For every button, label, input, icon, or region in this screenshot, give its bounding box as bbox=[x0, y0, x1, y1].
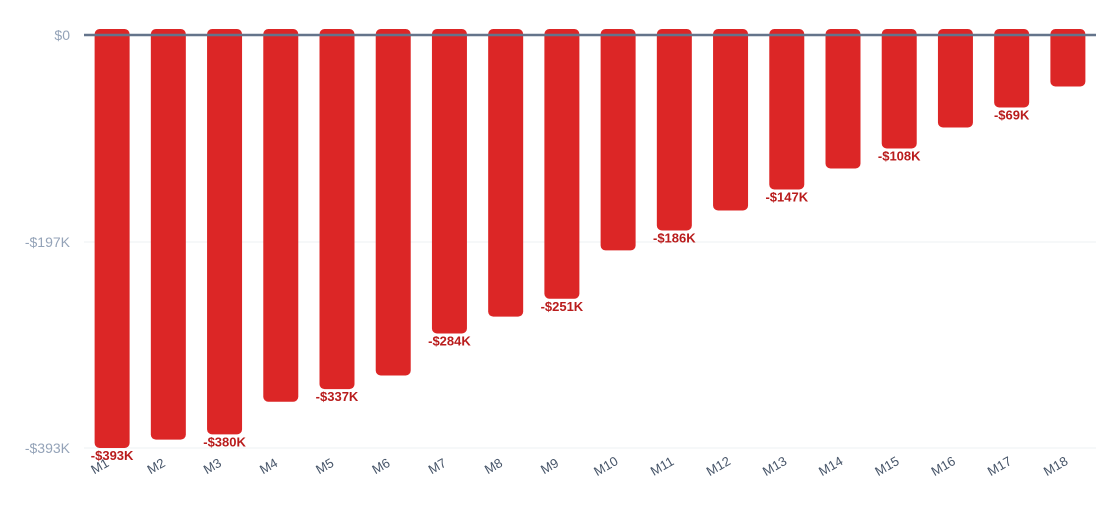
x-tick-label: M18 bbox=[1041, 453, 1070, 479]
x-axis-ticks: M1 M2 M3 M4 M5 M6 M7 M8 M9 M10 M11 M12 M13 M14 M15 M16 M… bbox=[88, 453, 1070, 479]
data-label: -$393K bbox=[91, 448, 134, 463]
x-tick-label: M6 bbox=[369, 455, 392, 477]
bar-m10 bbox=[600, 29, 636, 251]
x-tick-label: M15 bbox=[872, 453, 901, 479]
data-label: -$69K bbox=[994, 108, 1030, 123]
bar-m8 bbox=[488, 29, 524, 317]
data-label: -$251K bbox=[541, 299, 584, 314]
x-tick-label: M16 bbox=[928, 453, 957, 479]
data-label: -$147K bbox=[765, 189, 808, 204]
bar-m11 bbox=[656, 29, 692, 231]
bar-m13 bbox=[769, 29, 805, 190]
x-tick-label: M4 bbox=[257, 455, 280, 477]
bar-m9 bbox=[544, 29, 580, 299]
data-labels: -$393K -$380K -$337K -$284K -$251K -$186K -$14… bbox=[91, 108, 1030, 463]
data-label: -$186K bbox=[653, 230, 696, 245]
data-label: -$108K bbox=[878, 148, 921, 163]
bar-m14 bbox=[825, 29, 861, 169]
x-tick-label: M2 bbox=[145, 455, 168, 477]
x-tick-label: M7 bbox=[426, 455, 449, 477]
grid-lines bbox=[84, 241, 1096, 449]
bar-m16 bbox=[937, 29, 973, 128]
x-tick-label: M10 bbox=[591, 453, 620, 479]
bar-m6 bbox=[375, 29, 411, 376]
bar-m5 bbox=[319, 29, 355, 390]
bar-m4 bbox=[263, 29, 299, 402]
bar-m1 bbox=[94, 29, 130, 448]
data-label: -$284K bbox=[428, 333, 471, 348]
bar-m7 bbox=[431, 29, 467, 334]
bar-m17 bbox=[994, 29, 1030, 108]
x-tick-label: M9 bbox=[538, 455, 561, 477]
y-axis-ticks: $0 -$197K -$393K bbox=[25, 27, 71, 456]
data-label: -$337K bbox=[316, 389, 359, 404]
x-tick-label: M12 bbox=[704, 453, 733, 479]
data-label: -$380K bbox=[203, 434, 246, 449]
bar-m12 bbox=[713, 29, 749, 211]
x-tick-label: M8 bbox=[482, 455, 505, 477]
x-tick-label: M14 bbox=[816, 453, 845, 479]
y-tick-label: -$393K bbox=[25, 440, 71, 456]
bar-m18 bbox=[1050, 29, 1086, 87]
x-tick-label: M5 bbox=[313, 455, 336, 477]
x-tick-label: M17 bbox=[985, 453, 1014, 479]
x-tick-label: M3 bbox=[201, 455, 224, 477]
x-tick-label: M13 bbox=[760, 453, 789, 479]
y-tick-label: $0 bbox=[54, 27, 70, 43]
bar-m3 bbox=[207, 29, 243, 435]
bars bbox=[94, 29, 1086, 448]
y-tick-label: -$197K bbox=[25, 234, 71, 250]
bar-m2 bbox=[150, 29, 186, 440]
x-tick-label: M11 bbox=[648, 454, 677, 479]
bar-m15 bbox=[881, 29, 917, 149]
